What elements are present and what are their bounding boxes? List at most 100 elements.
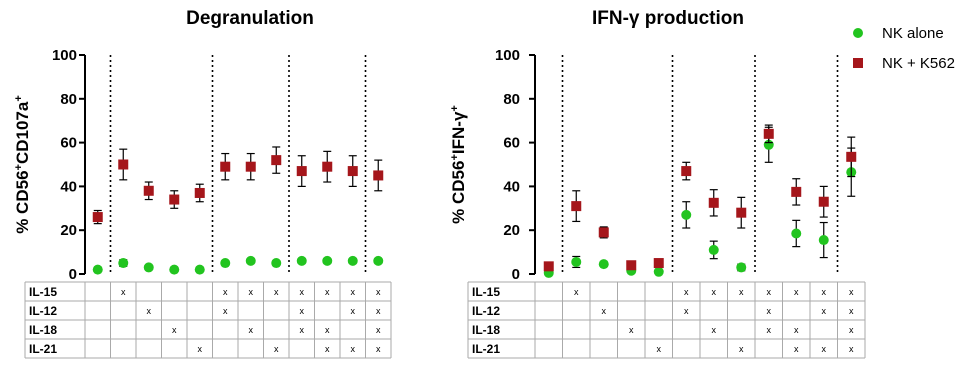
table-cell-mark: x [325,287,330,297]
data-point [653,258,664,269]
table-cell-mark: x [574,287,579,297]
data-point [626,260,637,271]
data-point [791,228,802,239]
table-row-label: IL-12 [472,304,500,318]
data-point [736,262,747,273]
data-point [543,261,554,272]
data-point [373,255,384,266]
data-point [143,185,154,196]
series-nk-alone [543,126,857,278]
table-cell-mark: x [147,306,152,316]
table-cell-mark: x [274,287,279,297]
table-cell-mark: x [794,325,799,335]
table-cell-mark: x [351,306,356,316]
table-cell-mark: x [739,344,744,354]
y-tick-label: 60 [503,135,520,152]
table-cell-mark: x [684,306,689,316]
series-nk-k562 [543,124,857,272]
legend-label: NK + K562 [882,55,955,72]
condition-table: IL-15IL-12IL-18IL-21xxxxxxxxxxxxxxxxxxxx… [467,281,866,359]
chart-title: IFN-γ production [592,8,744,29]
data-point [708,197,719,208]
table-cell-mark: x [121,287,126,297]
table-row-label: IL-15 [472,285,500,299]
y-tick-label: 40 [503,178,520,195]
chart-panel-1: Degranulation % CD56+CD107a+ 0 20 40 60 80 100 I… [13,8,392,359]
table-cell-mark: x [376,325,381,335]
y-tick-label: 0 [512,266,520,283]
y-tick-label: 80 [503,91,520,108]
table-cell-mark: x [822,287,827,297]
table-cell-mark: x [325,325,330,335]
table-row-label: IL-12 [29,304,57,318]
data-point [296,255,307,266]
table-cell-mark: x [849,306,854,316]
table-cell-mark: x [376,287,381,297]
table-cell-mark: x [629,325,634,335]
table-cell-mark: x [376,344,381,354]
table-cell-mark: x [794,344,799,354]
data-point [653,266,664,277]
table-cell-mark: x [300,287,305,297]
y-tick-label: 40 [60,178,77,195]
data-point [708,244,719,255]
data-point [92,264,103,275]
data-point [169,264,180,275]
y-axis-label: % CD56+IFN-γ+ [449,105,468,224]
data-point [271,258,282,269]
table-cell-mark: x [351,287,356,297]
data-point [118,258,129,269]
table-cell-mark: x [351,344,356,354]
y-tick-label: 0 [69,266,77,283]
table-cell-mark: x [300,306,305,316]
data-point [818,196,829,207]
y-tick-label: 60 [60,135,77,152]
legend: NK alone NK + K562 [853,25,955,72]
y-tick-label: 80 [60,91,77,108]
table-cell-mark: x [172,325,177,335]
table-cell-mark: x [822,306,827,316]
data-point [373,170,384,181]
chart-title: Degranulation [186,8,314,29]
table-cell-mark: x [849,325,854,335]
table-cell-mark: x [223,287,228,297]
table-row-label: IL-21 [472,342,500,356]
chart-panel-2: IFN-γ production % CD56+IFN-γ+ 0 20 40 60 80 10… [449,8,866,359]
data-point [571,201,582,212]
table-cell-mark: x [767,287,772,297]
table-cell-mark: x [767,306,772,316]
table-cell-mark: x [198,344,203,354]
legend-label: NK alone [882,25,944,42]
data-point [245,255,256,266]
table-cell-mark: x [767,325,772,335]
table-row-label: IL-21 [29,342,57,356]
y-tick-label: 100 [52,47,77,64]
table-cell-mark: x [223,306,228,316]
data-point [818,235,829,246]
data-point [322,161,333,172]
data-point [118,159,129,170]
table-row-label: IL-18 [472,323,500,337]
table-cell-mark: x [602,306,607,316]
data-point [763,128,774,139]
y-axis-label: % CD56+CD107a+ [13,95,32,234]
data-point [598,227,609,238]
table-cell-mark: x [300,325,305,335]
table-cell-mark: x [657,344,662,354]
table-cell-mark: x [325,344,330,354]
table-cell-mark: x [849,287,854,297]
table-cell-mark: x [249,287,254,297]
data-point [271,155,282,166]
data-point [347,255,358,266]
table-cell-mark: x [274,344,279,354]
condition-table: IL-15IL-12IL-18IL-21xxxxxxxxxxxxxxxxxxxx… [24,281,392,359]
table-cell-mark: x [712,287,717,297]
data-point [194,264,205,275]
table-cell-mark: x [849,344,854,354]
legend-marker [853,28,863,38]
y-tick-label: 20 [60,222,77,239]
legend-marker [853,58,863,68]
data-point [92,212,103,223]
table-cell-mark: x [684,287,689,297]
